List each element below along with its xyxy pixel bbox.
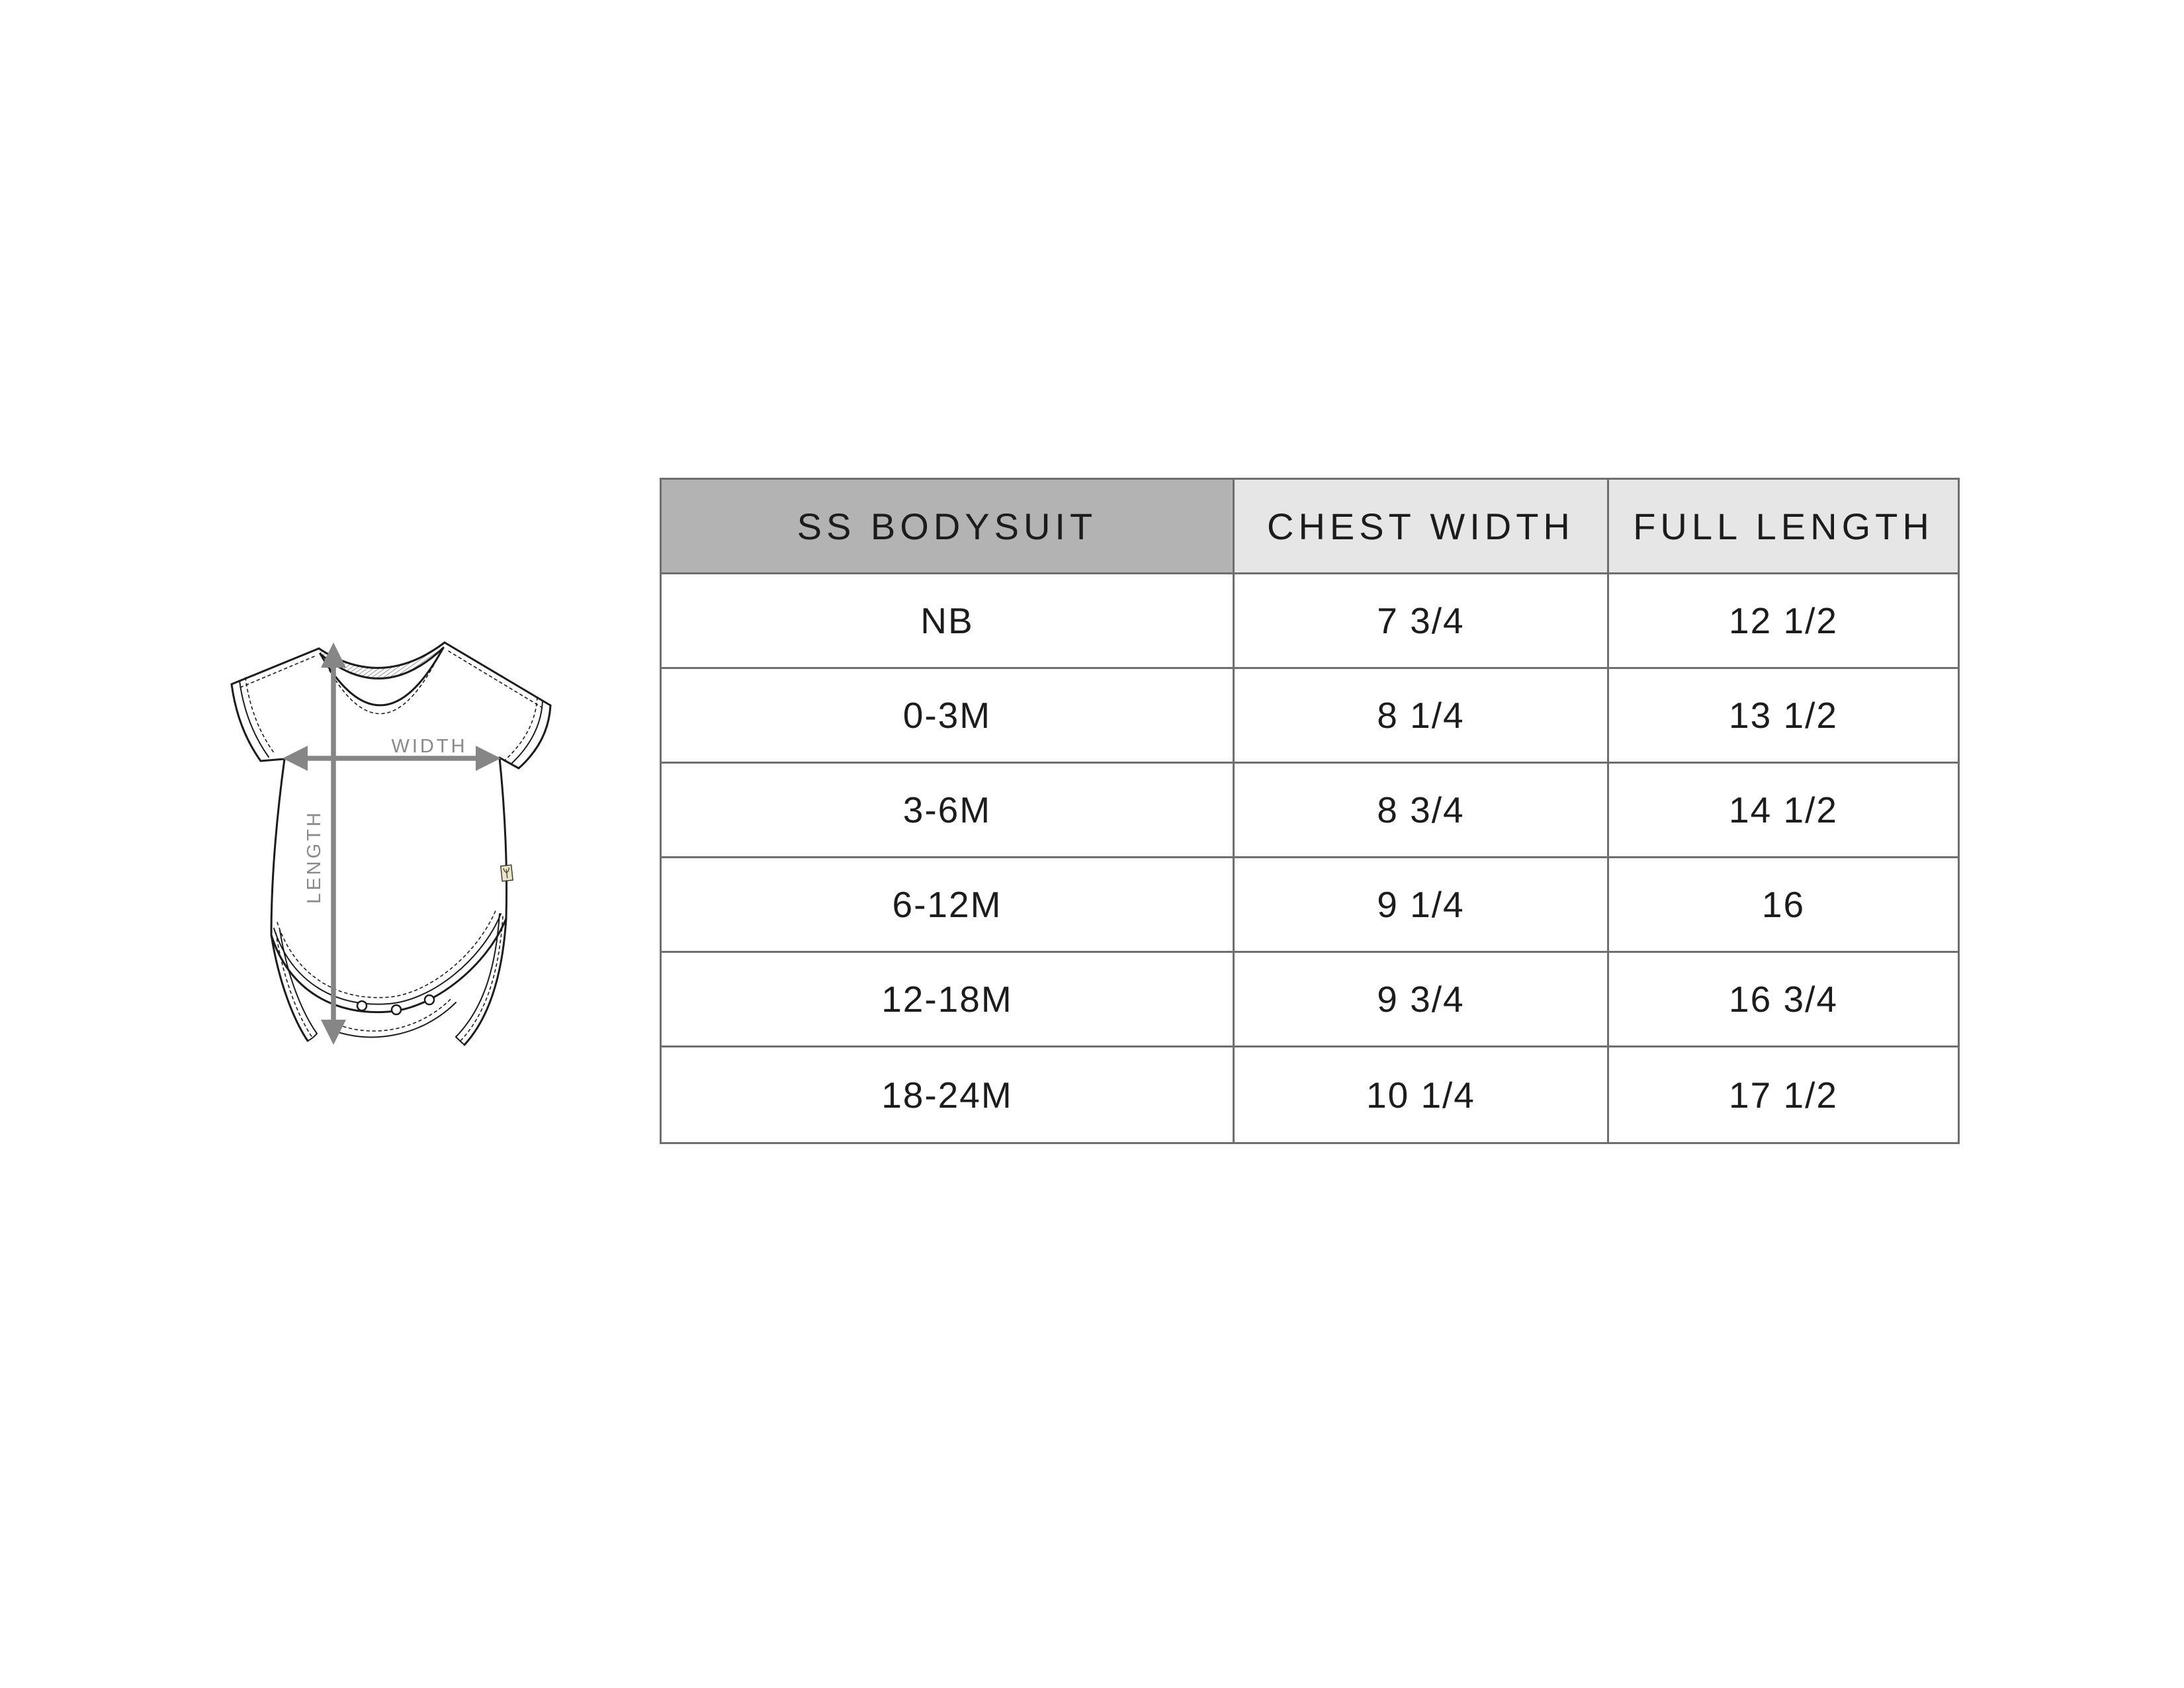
size-cell: 6-12M	[662, 858, 1235, 953]
length-label: LENGTH	[304, 810, 325, 904]
chest-width-cell: 8 1/4	[1234, 669, 1610, 764]
size-cell: NB	[662, 574, 1235, 669]
bodysuit-sketch: WIDTH LENGTH	[230, 641, 552, 1046]
full-length-cell: 17 1/2	[1729, 1074, 1838, 1116]
header-cell-full-length: FULL LENGTH	[1609, 480, 1958, 574]
full-length-cell: 16 3/4	[1609, 953, 1958, 1047]
length-arrow	[321, 643, 346, 1045]
snap-buttons	[356, 994, 435, 1016]
brand-tag	[500, 864, 513, 882]
full-length-cell: 13 1/2	[1609, 669, 1958, 764]
header-cell-product: SS BODYSUIT	[662, 480, 1235, 574]
size-cell: 12-18M	[662, 953, 1235, 1047]
size-table: SS BODYSUIT CHEST WIDTH FULL LENGTH NB 7…	[660, 478, 1960, 1144]
chest-width-cell: 7 3/4	[1234, 574, 1610, 669]
chest-width-cell: 8 3/4	[1234, 764, 1610, 858]
bodysuit-outline	[230, 641, 552, 1046]
bodysuit-diagram: WIDTH LENGTH	[223, 624, 554, 1054]
chest-width-cell: 9 1/4	[1234, 858, 1610, 953]
chest-width-cell: 9 3/4	[1234, 953, 1610, 1047]
header-cell-chest-width: CHEST WIDTH	[1234, 480, 1610, 574]
size-cell: 3-6M	[662, 764, 1235, 858]
full-length-cell: 12 1/2	[1609, 574, 1958, 669]
full-length-cell: 14 1/2	[1609, 764, 1958, 858]
full-length-cell: 16	[1609, 858, 1958, 953]
chest-width-cell: 10 1/4	[1235, 1047, 1610, 1142]
size-cell: 0-3M	[662, 669, 1235, 764]
width-label: WIDTH	[391, 736, 467, 757]
size-cell: 18-24M	[662, 1047, 1235, 1142]
